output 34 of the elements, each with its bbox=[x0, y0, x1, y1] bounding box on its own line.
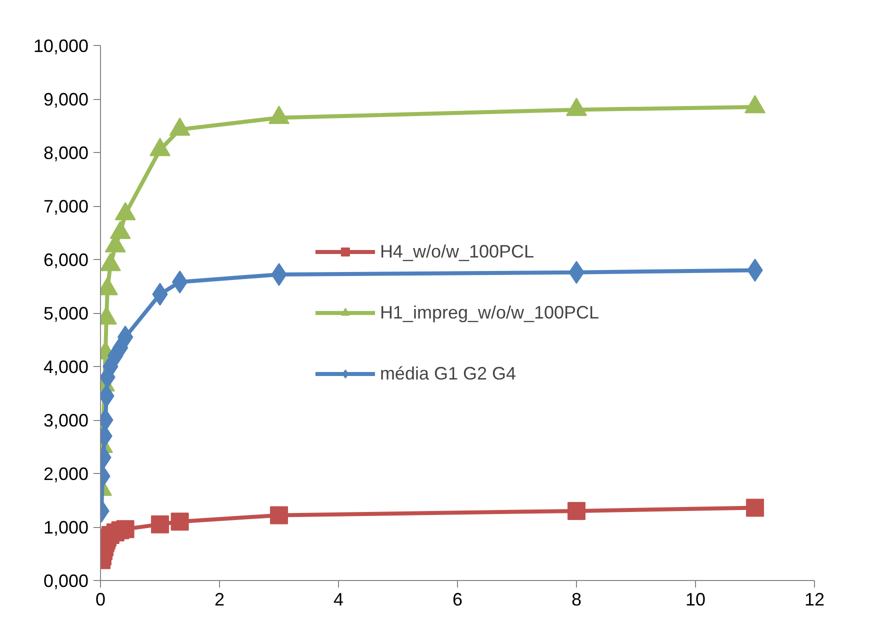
point bbox=[566, 98, 587, 116]
y-tick-label: 0,000 bbox=[43, 571, 89, 591]
x-tick-label: 0 bbox=[95, 590, 106, 610]
point bbox=[150, 138, 170, 156]
x-tick-label: 6 bbox=[452, 590, 463, 610]
y-tick-label: 10,000 bbox=[33, 36, 89, 56]
x-tick-label: 12 bbox=[804, 590, 825, 610]
y-tick-label: 6,000 bbox=[43, 250, 89, 270]
point bbox=[268, 106, 290, 124]
legend-label: H1_impreg_w/o/w_100PCL bbox=[380, 302, 600, 323]
legend-label: H4_w/o/w_100PCL bbox=[380, 241, 534, 262]
y-tick-label: 7,000 bbox=[43, 196, 89, 216]
y-tick-label: 5,000 bbox=[43, 304, 89, 324]
point bbox=[151, 515, 169, 534]
x-tick-label: 4 bbox=[333, 590, 344, 610]
point bbox=[746, 498, 764, 517]
x-tick-label: 2 bbox=[214, 590, 225, 610]
y-tick-label: 3,000 bbox=[43, 410, 89, 430]
point bbox=[100, 252, 121, 272]
y-tick-label: 2,000 bbox=[43, 464, 89, 484]
point bbox=[169, 117, 190, 136]
x-tick-label: 8 bbox=[571, 590, 582, 610]
y-tick-label: 1,000 bbox=[43, 518, 89, 538]
y-tick-label: 4,000 bbox=[43, 357, 89, 377]
y-tick-label: 8,000 bbox=[43, 143, 89, 163]
point bbox=[270, 506, 288, 524]
point bbox=[110, 220, 131, 240]
legend-label: média G1 G2 G4 bbox=[380, 363, 516, 384]
x-tick-label: 10 bbox=[685, 590, 706, 610]
point bbox=[568, 502, 586, 520]
y-tick-label: 9,000 bbox=[43, 90, 89, 110]
point bbox=[114, 202, 136, 220]
point bbox=[170, 512, 189, 531]
point bbox=[744, 94, 766, 114]
